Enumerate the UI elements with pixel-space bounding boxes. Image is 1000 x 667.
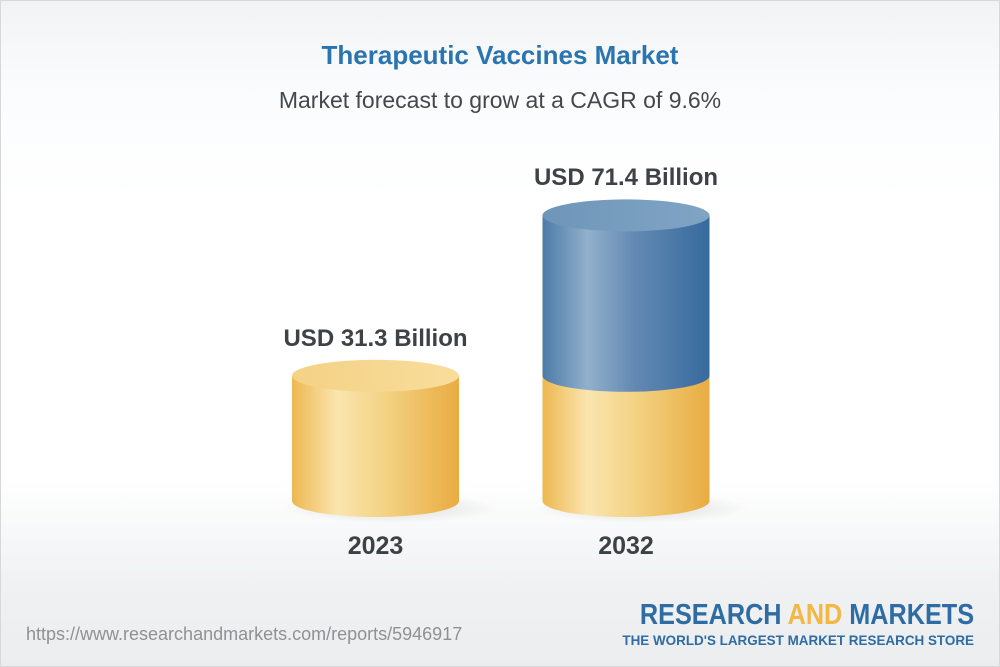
page-subtitle: Market forecast to grow at a CAGR of 9.6… [278,87,722,113]
page-title: Therapeutic Vaccines Market [321,40,679,70]
value-label-2023: USD 31.3 Billion [283,324,468,352]
category-label-2023: 2023 [347,532,404,560]
value-label-2032: USD 71.4 Billion [533,164,719,192]
logo-word-and: AND [787,599,843,631]
logo-tagline: THE WORLD'S LARGEST MARKET RESEARCH STOR… [622,632,974,648]
category-label-2032: 2032 [598,532,654,560]
report-url-link[interactable]: https://www.researchandmarkets.com/repor… [26,624,463,644]
logo-word-markets: MARKETS [849,599,974,631]
research-and-markets-logo: RESEARCH AND MARKETS THE WORLD'S LARGEST… [590,601,974,648]
logo-wordmark: RESEARCH AND MARKETS [640,601,974,630]
logo-word-research: RESEARCH [639,599,782,631]
